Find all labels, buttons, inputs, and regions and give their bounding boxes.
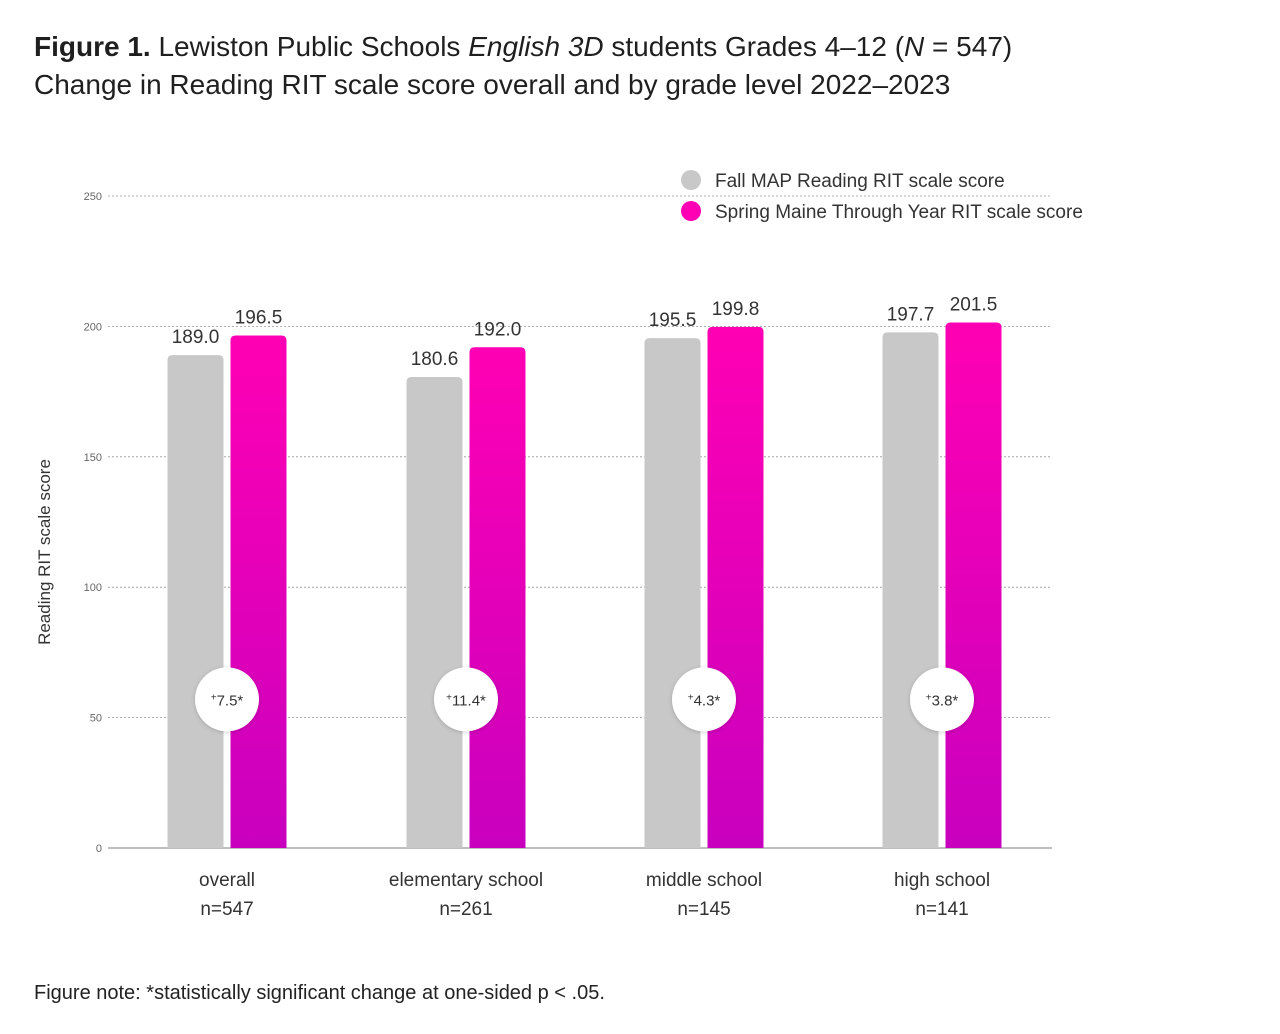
change-bubble — [434, 667, 498, 732]
change-label: +11.4* — [446, 692, 486, 709]
bar-spring — [230, 335, 287, 848]
title-n-symbol: N — [904, 31, 925, 62]
bar-fall — [167, 355, 224, 848]
x-category-label: middle school — [646, 870, 762, 891]
figure-note: Figure note: *statistically significant … — [34, 982, 605, 1004]
value-label-spring: 196.5 — [235, 308, 283, 329]
change-bubble — [910, 667, 974, 732]
x-category-n-label: n=141 — [915, 899, 968, 920]
change-bubble — [195, 667, 259, 732]
legend-label-spring: Spring Maine Through Year RIT scale scor… — [715, 202, 1083, 223]
bar-fall — [882, 332, 939, 848]
title-part: Lewiston Public Schools — [150, 31, 469, 62]
y-tick-label: 50 — [90, 713, 102, 725]
title-part: = 547) — [924, 31, 1013, 62]
title-subtitle: Change in Reading RIT scale score overal… — [34, 69, 951, 100]
x-category-label: high school — [894, 870, 990, 891]
x-category-n-label: n=261 — [439, 899, 492, 920]
value-label-fall: 197.7 — [887, 304, 935, 325]
value-label-fall: 180.6 — [411, 349, 459, 370]
bar-spring — [707, 326, 764, 848]
figure-title: Figure 1. Lewiston Public Schools Englis… — [34, 28, 1012, 104]
x-category-label: elementary school — [389, 870, 543, 891]
x-category-n-label: n=145 — [677, 899, 730, 920]
y-tick-label: 150 — [84, 452, 102, 464]
y-axis-label: Reading RIT scale score — [35, 459, 54, 645]
legend-swatch-fall — [681, 170, 701, 190]
bar-chart: 0 50 100 150 200 250 Reading RIT scale score 1… — [35, 170, 1083, 920]
x-category-n-label: n=547 — [200, 899, 253, 920]
bar-spring — [945, 322, 1002, 848]
bar-fall — [644, 338, 701, 848]
bar-fall — [406, 376, 463, 848]
value-label-spring: 199.8 — [712, 299, 760, 320]
y-tick-label: 200 — [84, 321, 102, 333]
bar-spring — [469, 347, 526, 848]
value-label-spring: 192.0 — [474, 319, 522, 340]
change-label: +4.3* — [688, 692, 721, 709]
y-tick-label: 250 — [84, 191, 102, 203]
x-category-label: overall — [199, 870, 255, 891]
legend-label-fall: Fall MAP Reading RIT scale score — [715, 171, 1005, 192]
figure-label: Figure 1. — [34, 31, 151, 62]
change-label: +3.8* — [926, 692, 959, 709]
value-label-fall: 189.0 — [172, 327, 220, 348]
y-tick-label: 0 — [96, 843, 102, 855]
change-label: +7.5* — [211, 692, 244, 709]
y-tick-label: 100 — [84, 582, 102, 594]
value-label-fall: 195.5 — [649, 310, 697, 331]
value-label-spring: 201.5 — [950, 294, 998, 315]
title-program: English 3D — [468, 31, 604, 62]
legend-swatch-spring — [681, 201, 701, 221]
title-part: students Grades 4–12 ( — [603, 31, 905, 62]
change-bubble — [672, 667, 736, 732]
